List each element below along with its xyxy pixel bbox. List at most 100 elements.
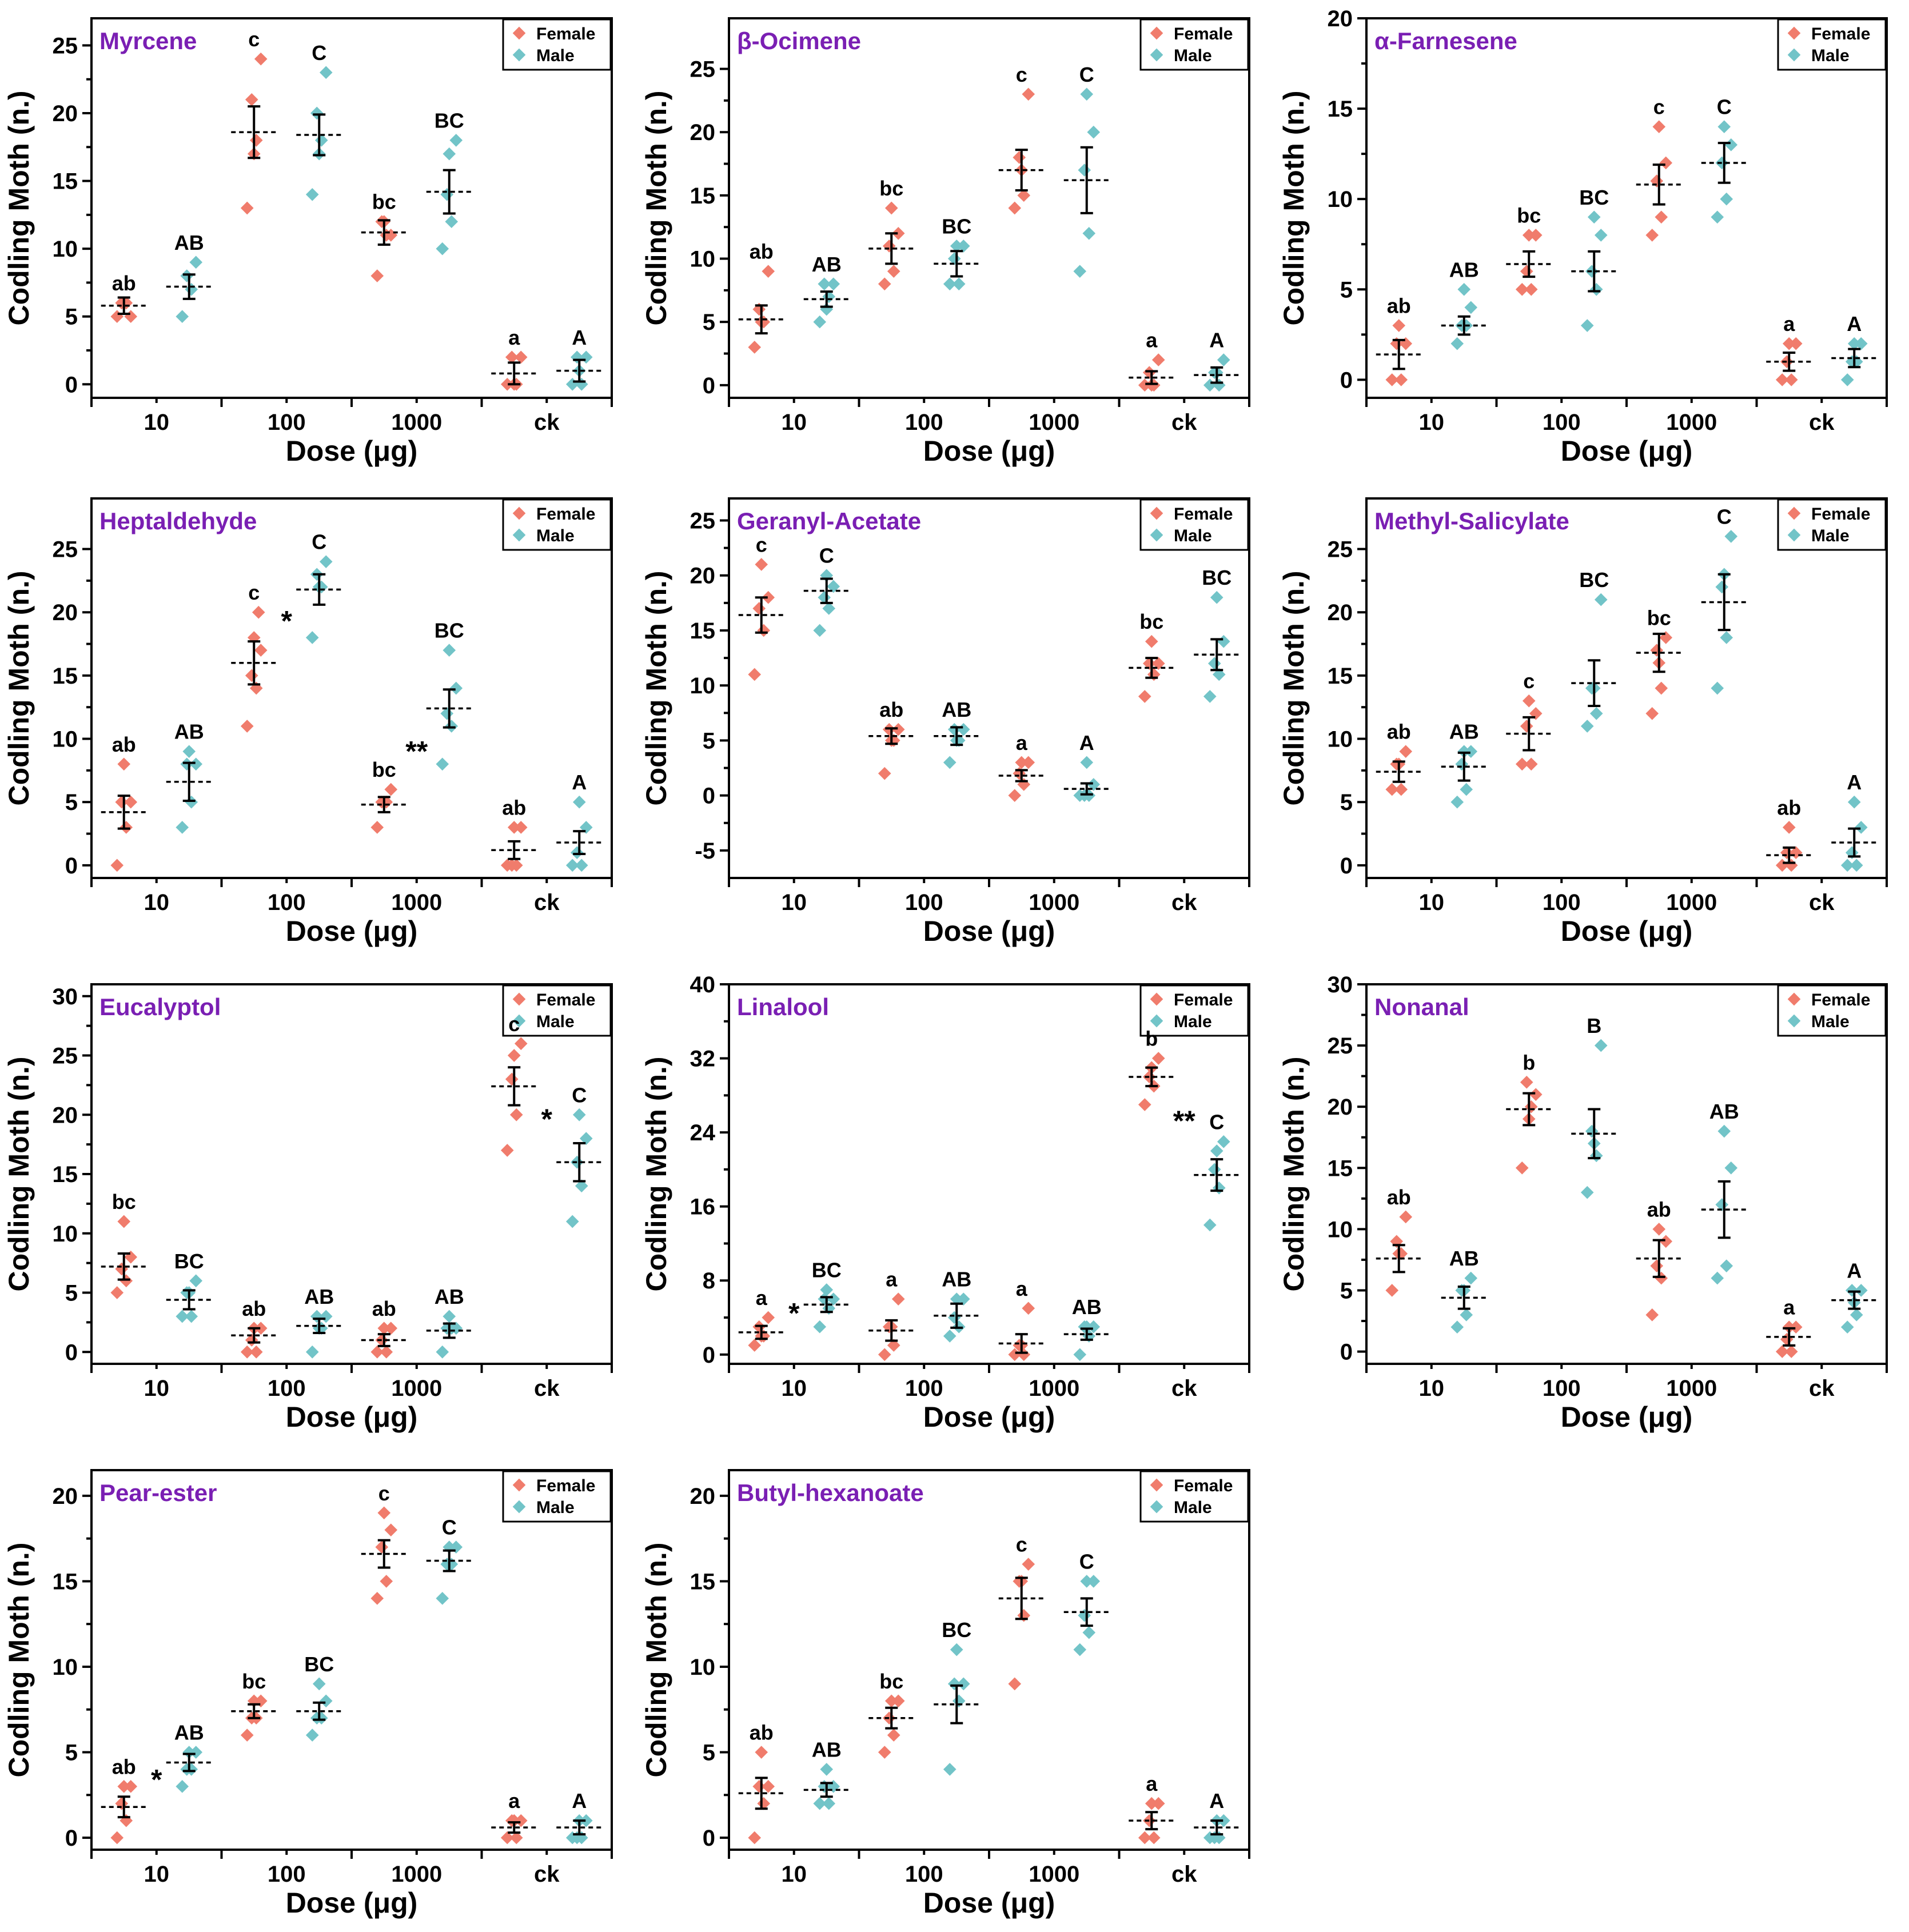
data-point [443,147,456,161]
x-tick-label: 100 [268,410,306,435]
data-point [312,1677,326,1691]
data-point [813,624,827,637]
y-tick-label: 25 [1328,537,1353,562]
significance-star: ** [1173,1105,1195,1137]
legend-box [1777,18,1887,71]
legend: Female Male [1139,1470,1249,1523]
significance-letter: AB [1449,720,1479,744]
significance-letter: AB [812,1738,842,1761]
y-tick-label: 0 [65,1340,78,1365]
data-point [579,350,593,364]
data-point [884,201,898,215]
y-tick-label: 15 [1328,97,1353,122]
x-tick-label: 1000 [1029,410,1079,435]
data-point [1580,720,1594,733]
legend-label: Male [1811,1012,1850,1031]
x-axis-title: Dose (μg) [923,1401,1055,1433]
x-tick-label: ck [1171,410,1197,435]
significance-letter: c [756,533,767,556]
data-point [1078,163,1091,177]
plot-frame [1365,983,1888,1365]
data-point [878,1746,891,1759]
y-tick-label: 5 [65,1281,78,1306]
data-point [1645,1308,1659,1322]
data-point [445,215,459,229]
significance-letter: A [1079,731,1094,755]
significance-letter: b [1145,1027,1158,1051]
y-tick-label: 25 [53,537,78,562]
data-point [570,846,584,860]
y-tick-label: 5 [1340,277,1353,302]
data-point [375,1540,389,1554]
data-point [1217,634,1230,648]
data-point [1210,1144,1223,1157]
significance-letter: C [1209,1110,1224,1133]
data-point [1789,1320,1803,1334]
data-point [182,745,196,758]
data-point [887,1729,900,1742]
legend-marker [1787,992,1801,1006]
data-point [370,269,384,282]
chart-title: Pear-ester [99,1479,217,1506]
significance-letter: bc [1517,203,1541,227]
data-point [254,644,268,657]
y-tick-label: 0 [1340,1340,1353,1365]
data-point [176,1780,189,1793]
data-point [1724,138,1738,151]
y-tick-label: 8 [703,1268,715,1294]
x-tick-label: 1000 [1029,1376,1079,1401]
data-point [189,757,203,771]
data-point [1655,1271,1668,1285]
significance-letter: C [1079,1550,1094,1573]
y-tick-label: 30 [53,984,78,1009]
data-point [820,1283,834,1296]
data-point [1854,1284,1868,1297]
significance-letter: bc [1647,606,1671,629]
data-point [240,1345,254,1359]
y-tick-label: 10 [53,237,78,262]
significance-letter: c [1016,63,1027,86]
x-tick-label: 10 [144,1376,170,1401]
data-point [748,668,762,681]
data-point [1782,821,1796,834]
chart-svg: 0 5 10 15 20 10 100 1000 ck Dose (μg) Codling Moth… [640,1469,1250,1919]
data-point [575,859,588,872]
data-point [1464,745,1478,758]
y-tick-label: 0 [1340,368,1353,393]
significance-star: * [151,1763,162,1795]
data-point [176,310,189,324]
significance-letter: a [1783,1296,1795,1319]
y-tick-label: 20 [53,600,78,625]
data-point [249,134,263,147]
plot-frame [90,983,613,1365]
data-point [189,256,203,269]
y-axis-title: Codling Moth (n.) [1278,91,1310,326]
data-point [1385,1284,1399,1297]
data-point [1013,151,1026,164]
data-point [943,1763,957,1776]
y-tick-label: 0 [65,372,78,397]
y-tick-label: 25 [1328,1033,1353,1059]
significance-letter: A [572,771,587,794]
data-point [384,783,398,796]
y-tick-label: 20 [53,1103,78,1128]
data-point [1145,378,1158,392]
chart-panel: 0 5 10 15 20 25 10 100 1000 ck Dose (μg) Codling Mo… [0,0,635,480]
data-point [1650,644,1664,657]
significance-letter: AB [1709,1100,1739,1123]
data-point [119,1274,133,1288]
data-point [950,239,963,253]
x-tick-label: 1000 [391,890,442,915]
x-tick-label: ck [1171,890,1197,915]
y-tick-label: 0 [65,853,78,879]
significance-letter: a [1016,731,1028,755]
data-point [1460,783,1473,796]
data-point [1147,1831,1161,1845]
chart-title: Butyl-hexanoate [737,1479,924,1506]
data-point [1724,530,1738,543]
data-point [1073,1348,1087,1362]
x-axis-title: Dose (μg) [286,1887,418,1919]
chart-title: Eucalyptol [99,993,221,1020]
legend-marker [512,1500,526,1514]
